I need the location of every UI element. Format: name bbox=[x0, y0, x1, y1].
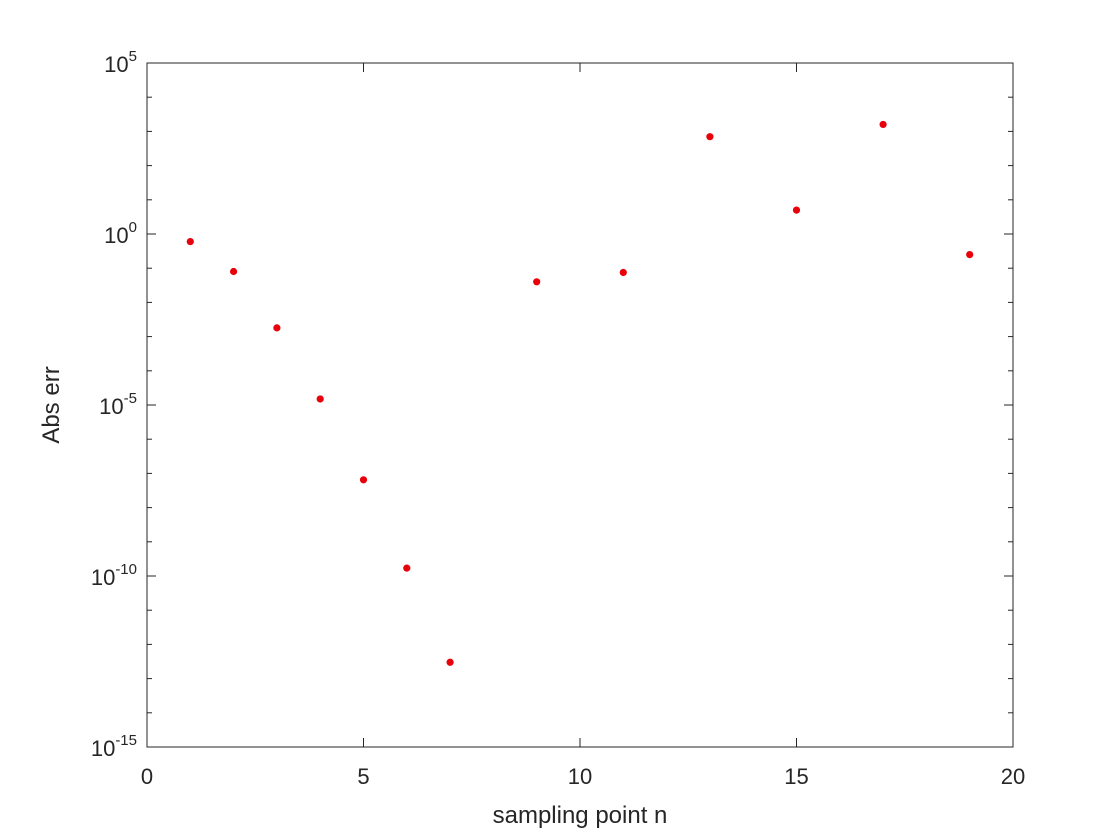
data-point bbox=[792, 206, 801, 214]
data-point bbox=[230, 267, 238, 276]
x-tick-label: 5 bbox=[357, 764, 369, 789]
data-point bbox=[533, 278, 541, 286]
data-point bbox=[966, 250, 974, 259]
x-axis-label: sampling point n bbox=[493, 802, 668, 829]
x-tick-label: 20 bbox=[1001, 764, 1025, 789]
x-tick-labels: 0 5 10 15 20 bbox=[141, 764, 1025, 789]
data-point bbox=[403, 564, 411, 572]
data-point bbox=[273, 324, 281, 332]
x-tick-label: 10 bbox=[568, 764, 592, 789]
data-point bbox=[619, 268, 627, 277]
data-point bbox=[446, 658, 454, 666]
x-tick-label: 15 bbox=[784, 764, 808, 789]
data-point bbox=[316, 395, 324, 403]
y-tick-label: 10-5 bbox=[99, 390, 137, 419]
data-point bbox=[359, 476, 368, 484]
y-tick-labels: 10-15 10-10 10-5 100 105 bbox=[91, 48, 137, 761]
plot-area-background bbox=[147, 63, 1013, 747]
y-tick-label: 105 bbox=[104, 48, 137, 77]
plot-box bbox=[146, 62, 1014, 748]
y-tick-label: 10-15 bbox=[91, 732, 137, 761]
y-axis-label: Abs err bbox=[38, 366, 65, 443]
y-tick-label: 10-10 bbox=[91, 561, 137, 590]
y-tick-label: 100 bbox=[104, 219, 137, 248]
data-point bbox=[706, 133, 714, 141]
data-point bbox=[186, 237, 194, 246]
data-point bbox=[879, 120, 887, 129]
data-points bbox=[186, 120, 974, 666]
x-tick-label: 0 bbox=[141, 764, 153, 789]
